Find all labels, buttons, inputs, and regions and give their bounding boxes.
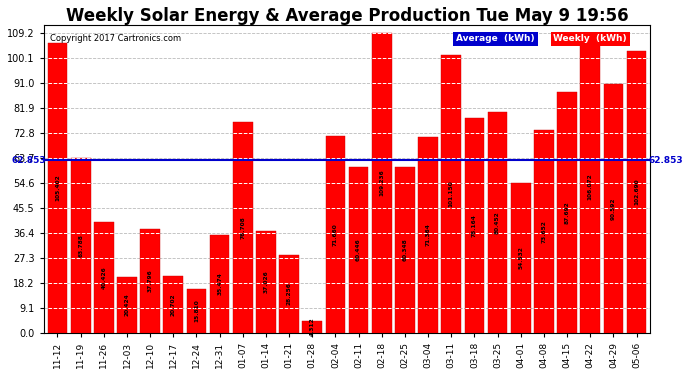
Bar bbox=[418, 137, 438, 333]
Bar bbox=[372, 33, 392, 333]
Text: 102.690: 102.690 bbox=[634, 178, 639, 205]
Text: 105.402: 105.402 bbox=[55, 175, 60, 201]
Bar bbox=[558, 92, 577, 333]
Bar bbox=[210, 236, 230, 333]
Text: 37.026: 37.026 bbox=[264, 270, 268, 293]
Title: Weekly Solar Energy & Average Production Tue May 9 19:56: Weekly Solar Energy & Average Production… bbox=[66, 7, 629, 25]
Bar bbox=[442, 55, 461, 333]
Text: 87.692: 87.692 bbox=[564, 201, 569, 224]
Bar bbox=[604, 84, 623, 333]
Bar bbox=[488, 112, 507, 333]
Bar bbox=[511, 183, 531, 333]
Bar bbox=[534, 130, 554, 333]
Text: 4.312: 4.312 bbox=[310, 318, 315, 336]
Text: Copyright 2017 Cartronics.com: Copyright 2017 Cartronics.com bbox=[50, 34, 181, 44]
Bar bbox=[94, 222, 114, 333]
Bar bbox=[279, 255, 299, 333]
Text: 20.702: 20.702 bbox=[171, 293, 176, 316]
Bar bbox=[48, 43, 68, 333]
Bar bbox=[326, 136, 345, 333]
Bar bbox=[580, 41, 600, 333]
Text: 28.256: 28.256 bbox=[286, 282, 292, 305]
Text: 78.164: 78.164 bbox=[472, 214, 477, 237]
Text: Weekly  (kWh): Weekly (kWh) bbox=[553, 34, 627, 44]
Text: 40.426: 40.426 bbox=[101, 266, 106, 289]
Text: 20.424: 20.424 bbox=[124, 293, 130, 316]
Text: 54.532: 54.532 bbox=[518, 246, 523, 269]
Bar bbox=[395, 167, 415, 333]
Text: 15.810: 15.810 bbox=[194, 300, 199, 322]
Text: 62.853: 62.853 bbox=[648, 156, 683, 165]
Text: Average  (kWh): Average (kWh) bbox=[456, 34, 535, 44]
Bar bbox=[256, 231, 276, 333]
Text: 101.150: 101.150 bbox=[448, 180, 454, 207]
Text: 71.364: 71.364 bbox=[426, 224, 431, 246]
Bar bbox=[233, 122, 253, 333]
Text: 63.788: 63.788 bbox=[78, 234, 83, 256]
Text: 35.474: 35.474 bbox=[217, 273, 222, 296]
Text: 60.348: 60.348 bbox=[402, 238, 407, 261]
Text: 60.446: 60.446 bbox=[356, 238, 361, 261]
Text: 90.592: 90.592 bbox=[611, 197, 616, 220]
Bar bbox=[117, 277, 137, 333]
Text: 76.708: 76.708 bbox=[240, 216, 246, 239]
Text: 109.236: 109.236 bbox=[380, 170, 384, 196]
Text: 71.660: 71.660 bbox=[333, 223, 338, 246]
Bar bbox=[302, 321, 322, 333]
Bar bbox=[140, 229, 160, 333]
Text: 73.652: 73.652 bbox=[542, 220, 546, 243]
Bar bbox=[164, 276, 183, 333]
Bar bbox=[627, 51, 647, 333]
Bar bbox=[348, 167, 368, 333]
Bar bbox=[186, 290, 206, 333]
Text: 106.072: 106.072 bbox=[588, 174, 593, 201]
Text: 37.796: 37.796 bbox=[148, 270, 152, 292]
Bar bbox=[71, 158, 90, 333]
Text: 62.853: 62.853 bbox=[11, 156, 46, 165]
Bar bbox=[464, 118, 484, 333]
Text: 80.452: 80.452 bbox=[495, 211, 500, 234]
